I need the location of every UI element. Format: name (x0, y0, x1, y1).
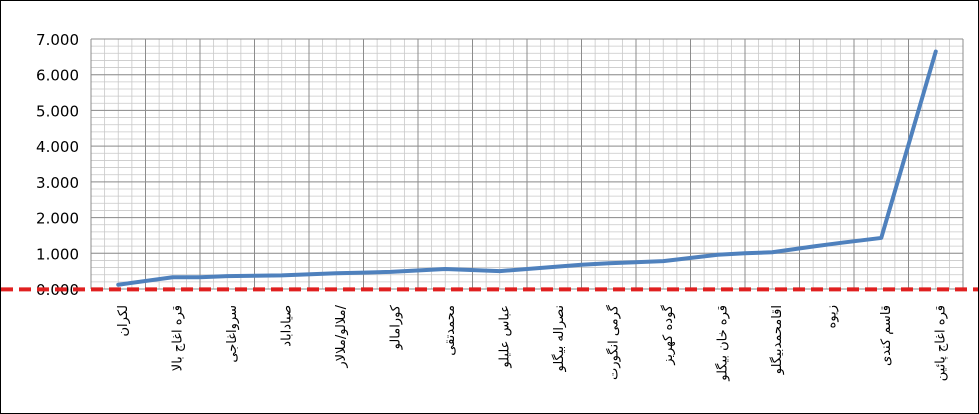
x-tick-label: سرواغاجی (225, 305, 240, 363)
x-tick-label: اقامحمدبيگلو (769, 305, 785, 375)
x-tick-label: ملالو/ملالار/ (334, 304, 349, 368)
x-tick-label: قاسم کندی (879, 305, 894, 366)
y-tick-label: 6.000 (36, 67, 79, 85)
y-tick-label: 5.000 (36, 102, 79, 120)
x-tick-label: گرمی انگورت (605, 304, 621, 380)
x-tick-label: قره اغاج پائين (933, 305, 948, 381)
x-tick-label: محمدتقی (443, 305, 458, 356)
x-tick-label: قره اغاج بالا (170, 305, 185, 371)
x-tick-label: قره خان بيگلو (714, 305, 730, 382)
y-tick-label: 2.000 (36, 210, 79, 228)
y-tick-label: 3.000 (36, 174, 79, 192)
x-tick-label: نصراله بيگلو (551, 305, 567, 372)
y-tick-label: 4.000 (36, 138, 79, 156)
y-tick-label: 7.000 (36, 31, 79, 49)
x-tick-label: عباس عليلو (497, 305, 512, 369)
y-tick-label: 1.000 (36, 245, 79, 263)
x-tick-label: گوده کهريز (660, 304, 676, 366)
series-line (116, 49, 938, 287)
x-tick-label: صياداباد (279, 305, 294, 347)
x-tick-label: لکران (116, 305, 131, 336)
x-tick-label: کورامالو (388, 304, 403, 350)
x-tick-label: زيوه (824, 305, 839, 328)
